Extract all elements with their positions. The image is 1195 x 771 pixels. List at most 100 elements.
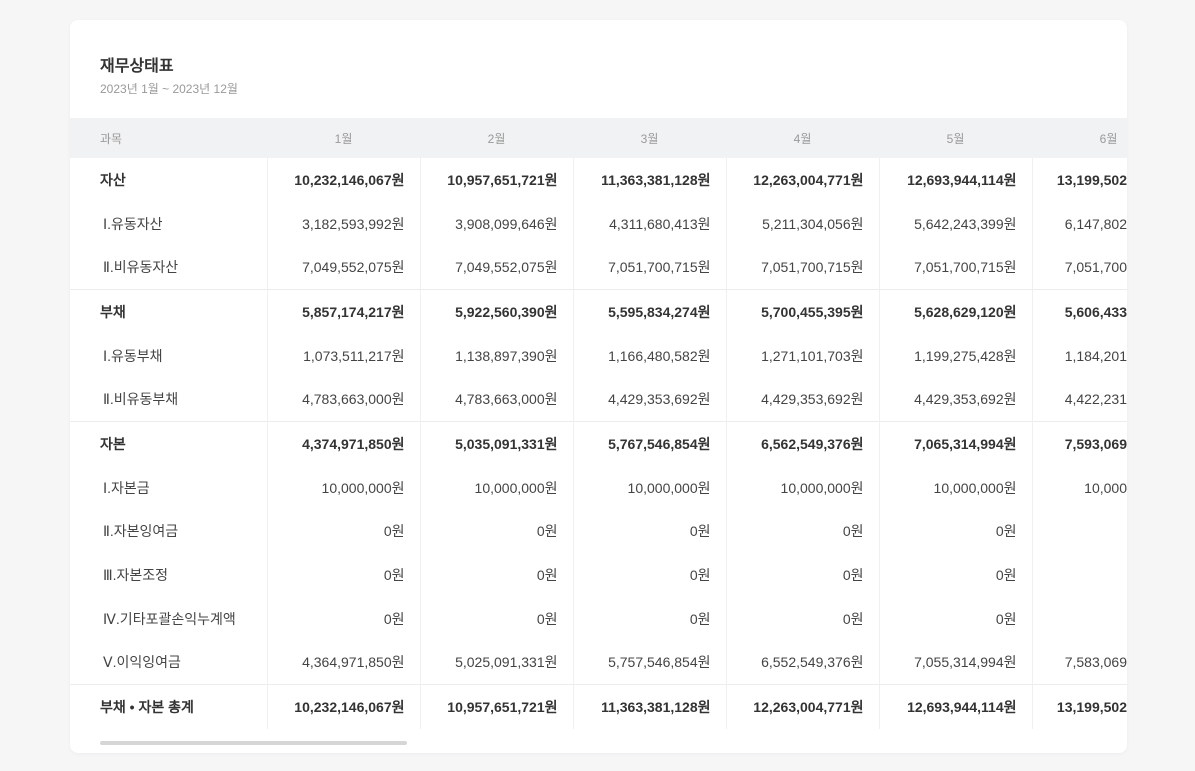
amount-cell: 7,049,552,075원 <box>266 245 420 290</box>
account-label: Ⅳ.기타포괄손익누계액 <box>103 610 236 627</box>
table-row: Ⅴ.이익잉여금 4,364,971,850원 5,025,091,331원 5,757… <box>70 640 1127 685</box>
amount-cell: 4,783,663,000원 <box>419 377 573 422</box>
column-header-month: 4월 <box>726 118 879 158</box>
table-row: Ⅱ.자본잉여금 0원 0원 0원 0원 0원 <box>70 509 1127 554</box>
amount-cell: 5,700,455,395원 <box>725 289 879 334</box>
amount-cell: 4,422,231 <box>1031 377 1127 422</box>
amount-cell: 4,783,663,000원 <box>266 377 420 422</box>
amount-cell: 3,182,593,992원 <box>266 201 420 246</box>
account-label: Ⅲ.자본조정 <box>103 567 169 584</box>
amount-cell: 7,051,700,715원 <box>878 245 1032 290</box>
table-row: 부채 • 자본 총계 10,232,146,067원 10,957,651,721원… <box>70 684 1127 729</box>
horizontal-scrollbar[interactable] <box>100 741 407 745</box>
amount-cell: 1,271,101,703원 <box>725 333 879 378</box>
amount-cell: 12,693,944,114원 <box>878 684 1032 729</box>
amount-cell: 0원 <box>572 596 726 641</box>
account-label: Ⅴ.이익잉여금 <box>103 654 181 671</box>
amount-cell: 5,757,546,854원 <box>572 640 726 685</box>
amount-cell: 10,957,651,721원 <box>419 684 573 729</box>
amount-cell: 10,232,146,067원 <box>266 158 420 202</box>
amount-cell: 5,767,546,854원 <box>572 421 726 466</box>
table-row: Ⅱ.비유동자산 7,049,552,075원 7,049,552,075원 7,051… <box>70 245 1127 290</box>
amount-cell: 7,065,314,994원 <box>878 421 1032 466</box>
amount-cell: 5,025,091,331원 <box>419 640 573 685</box>
amount-cell: 10,000 <box>1031 465 1127 510</box>
table-row: Ⅰ.유동부채 1,073,511,217원 1,138,897,390원 1,166,… <box>70 333 1127 378</box>
balance-sheet-table: 과목 1월 2월 3월 4월 5월 6월 자산 10,232,146,067원 10,957,6… <box>70 118 1127 729</box>
column-header-account: 과목 <box>70 118 267 158</box>
amount-cell: 0원 <box>419 553 573 597</box>
amount-cell: 0원 <box>878 509 1032 554</box>
column-header-month: 6월 <box>1032 118 1127 158</box>
balance-sheet-card: 재무상태표 2023년 1월 ~ 2023년 12월 과목 1월 2월 3월 4월 5월 6… <box>70 20 1127 753</box>
account-label: Ⅰ.자본금 <box>103 479 150 496</box>
amount-cell: 11,363,381,128원 <box>572 158 726 202</box>
amount-cell: 3,908,099,646원 <box>419 201 573 246</box>
account-label: Ⅰ.유동부채 <box>103 347 163 364</box>
amount-cell: 0원 <box>266 509 420 554</box>
amount-cell <box>1031 596 1127 641</box>
amount-cell: 5,628,629,120원 <box>878 289 1032 334</box>
amount-cell: 10,000,000원 <box>419 465 573 510</box>
amount-cell: 4,429,353,692원 <box>725 377 879 422</box>
amount-cell: 10,000,000원 <box>266 465 420 510</box>
amount-cell: 7,055,314,994원 <box>878 640 1032 685</box>
amount-cell: 1,166,480,582원 <box>572 333 726 378</box>
amount-cell: 0원 <box>725 596 879 641</box>
amount-cell: 1,184,201 <box>1031 333 1127 378</box>
amount-cell: 7,593,069 <box>1031 421 1127 466</box>
account-label: Ⅱ.비유동자산 <box>103 259 179 276</box>
amount-cell: 12,263,004,771원 <box>725 158 879 202</box>
amount-cell: 12,693,944,114원 <box>878 158 1032 202</box>
column-header-month: 1월 <box>267 118 420 158</box>
amount-cell: 10,232,146,067원 <box>266 684 420 729</box>
amount-cell <box>1031 553 1127 597</box>
amount-cell <box>1031 509 1127 554</box>
amount-cell: 0원 <box>725 553 879 597</box>
amount-cell: 1,199,275,428원 <box>878 333 1032 378</box>
amount-cell: 10,000,000원 <box>878 465 1032 510</box>
amount-cell: 0원 <box>419 596 573 641</box>
table-row: 자본 4,374,971,850원 5,035,091,331원 5,767,546,… <box>70 421 1127 466</box>
amount-cell: 5,642,243,399원 <box>878 201 1032 246</box>
amount-cell: 1,138,897,390원 <box>419 333 573 378</box>
amount-cell: 0원 <box>266 553 420 597</box>
amount-cell: 5,857,174,217원 <box>266 289 420 334</box>
amount-cell: 7,051,700 <box>1031 245 1127 290</box>
table-row: Ⅰ.자본금 10,000,000원 10,000,000원 10,000,000원 10… <box>70 465 1127 510</box>
period-label: 2023년 1월 ~ 2023년 12월 <box>100 82 238 96</box>
account-label: 부채 • 자본 총계 <box>70 684 267 729</box>
amount-cell: 11,363,381,128원 <box>572 684 726 729</box>
amount-cell: 0원 <box>572 553 726 597</box>
amount-cell: 7,051,700,715원 <box>725 245 879 290</box>
amount-cell: 12,263,004,771원 <box>725 684 879 729</box>
amount-cell: 0원 <box>878 553 1032 597</box>
table-scroll-container[interactable]: 과목 1월 2월 3월 4월 5월 6월 자산 10,232,146,067원 10,957,6… <box>70 118 1127 730</box>
amount-cell: 0원 <box>725 509 879 554</box>
account-label: 자본 <box>70 421 267 466</box>
amount-cell: 13,199,502 <box>1031 684 1127 729</box>
amount-cell: 4,364,971,850원 <box>266 640 420 685</box>
amount-cell: 7,051,700,715원 <box>572 245 726 290</box>
table-header-row: 과목 1월 2월 3월 4월 5월 6월 <box>70 118 1127 158</box>
amount-cell: 4,311,680,413원 <box>572 201 726 246</box>
account-label: 자산 <box>100 171 126 188</box>
table-row: Ⅱ.비유동부채 4,783,663,000원 4,783,663,000원 4,429… <box>70 377 1127 422</box>
amount-cell: 0원 <box>878 596 1032 641</box>
account-label: 부채 <box>70 289 267 334</box>
amount-cell: 5,035,091,331원 <box>419 421 573 466</box>
column-header-month: 5월 <box>879 118 1032 158</box>
amount-cell: 13,199,502 <box>1031 158 1127 202</box>
amount-cell: 4,429,353,692원 <box>878 377 1032 422</box>
amount-cell: 0원 <box>266 596 420 641</box>
amount-cell: 10,957,651,721원 <box>419 158 573 202</box>
amount-cell: 0원 <box>419 509 573 554</box>
page-title: 재무상태표 <box>100 58 174 75</box>
amount-cell: 6,552,549,376원 <box>725 640 879 685</box>
column-header-month: 3월 <box>573 118 726 158</box>
amount-cell: 4,374,971,850원 <box>266 421 420 466</box>
amount-cell: 5,606,433 <box>1031 289 1127 334</box>
table-row: 부채 5,857,174,217원 5,922,560,390원 5,595,834,… <box>70 289 1127 334</box>
amount-cell: 0원 <box>572 509 726 554</box>
amount-cell: 6,147,802 <box>1031 201 1127 246</box>
